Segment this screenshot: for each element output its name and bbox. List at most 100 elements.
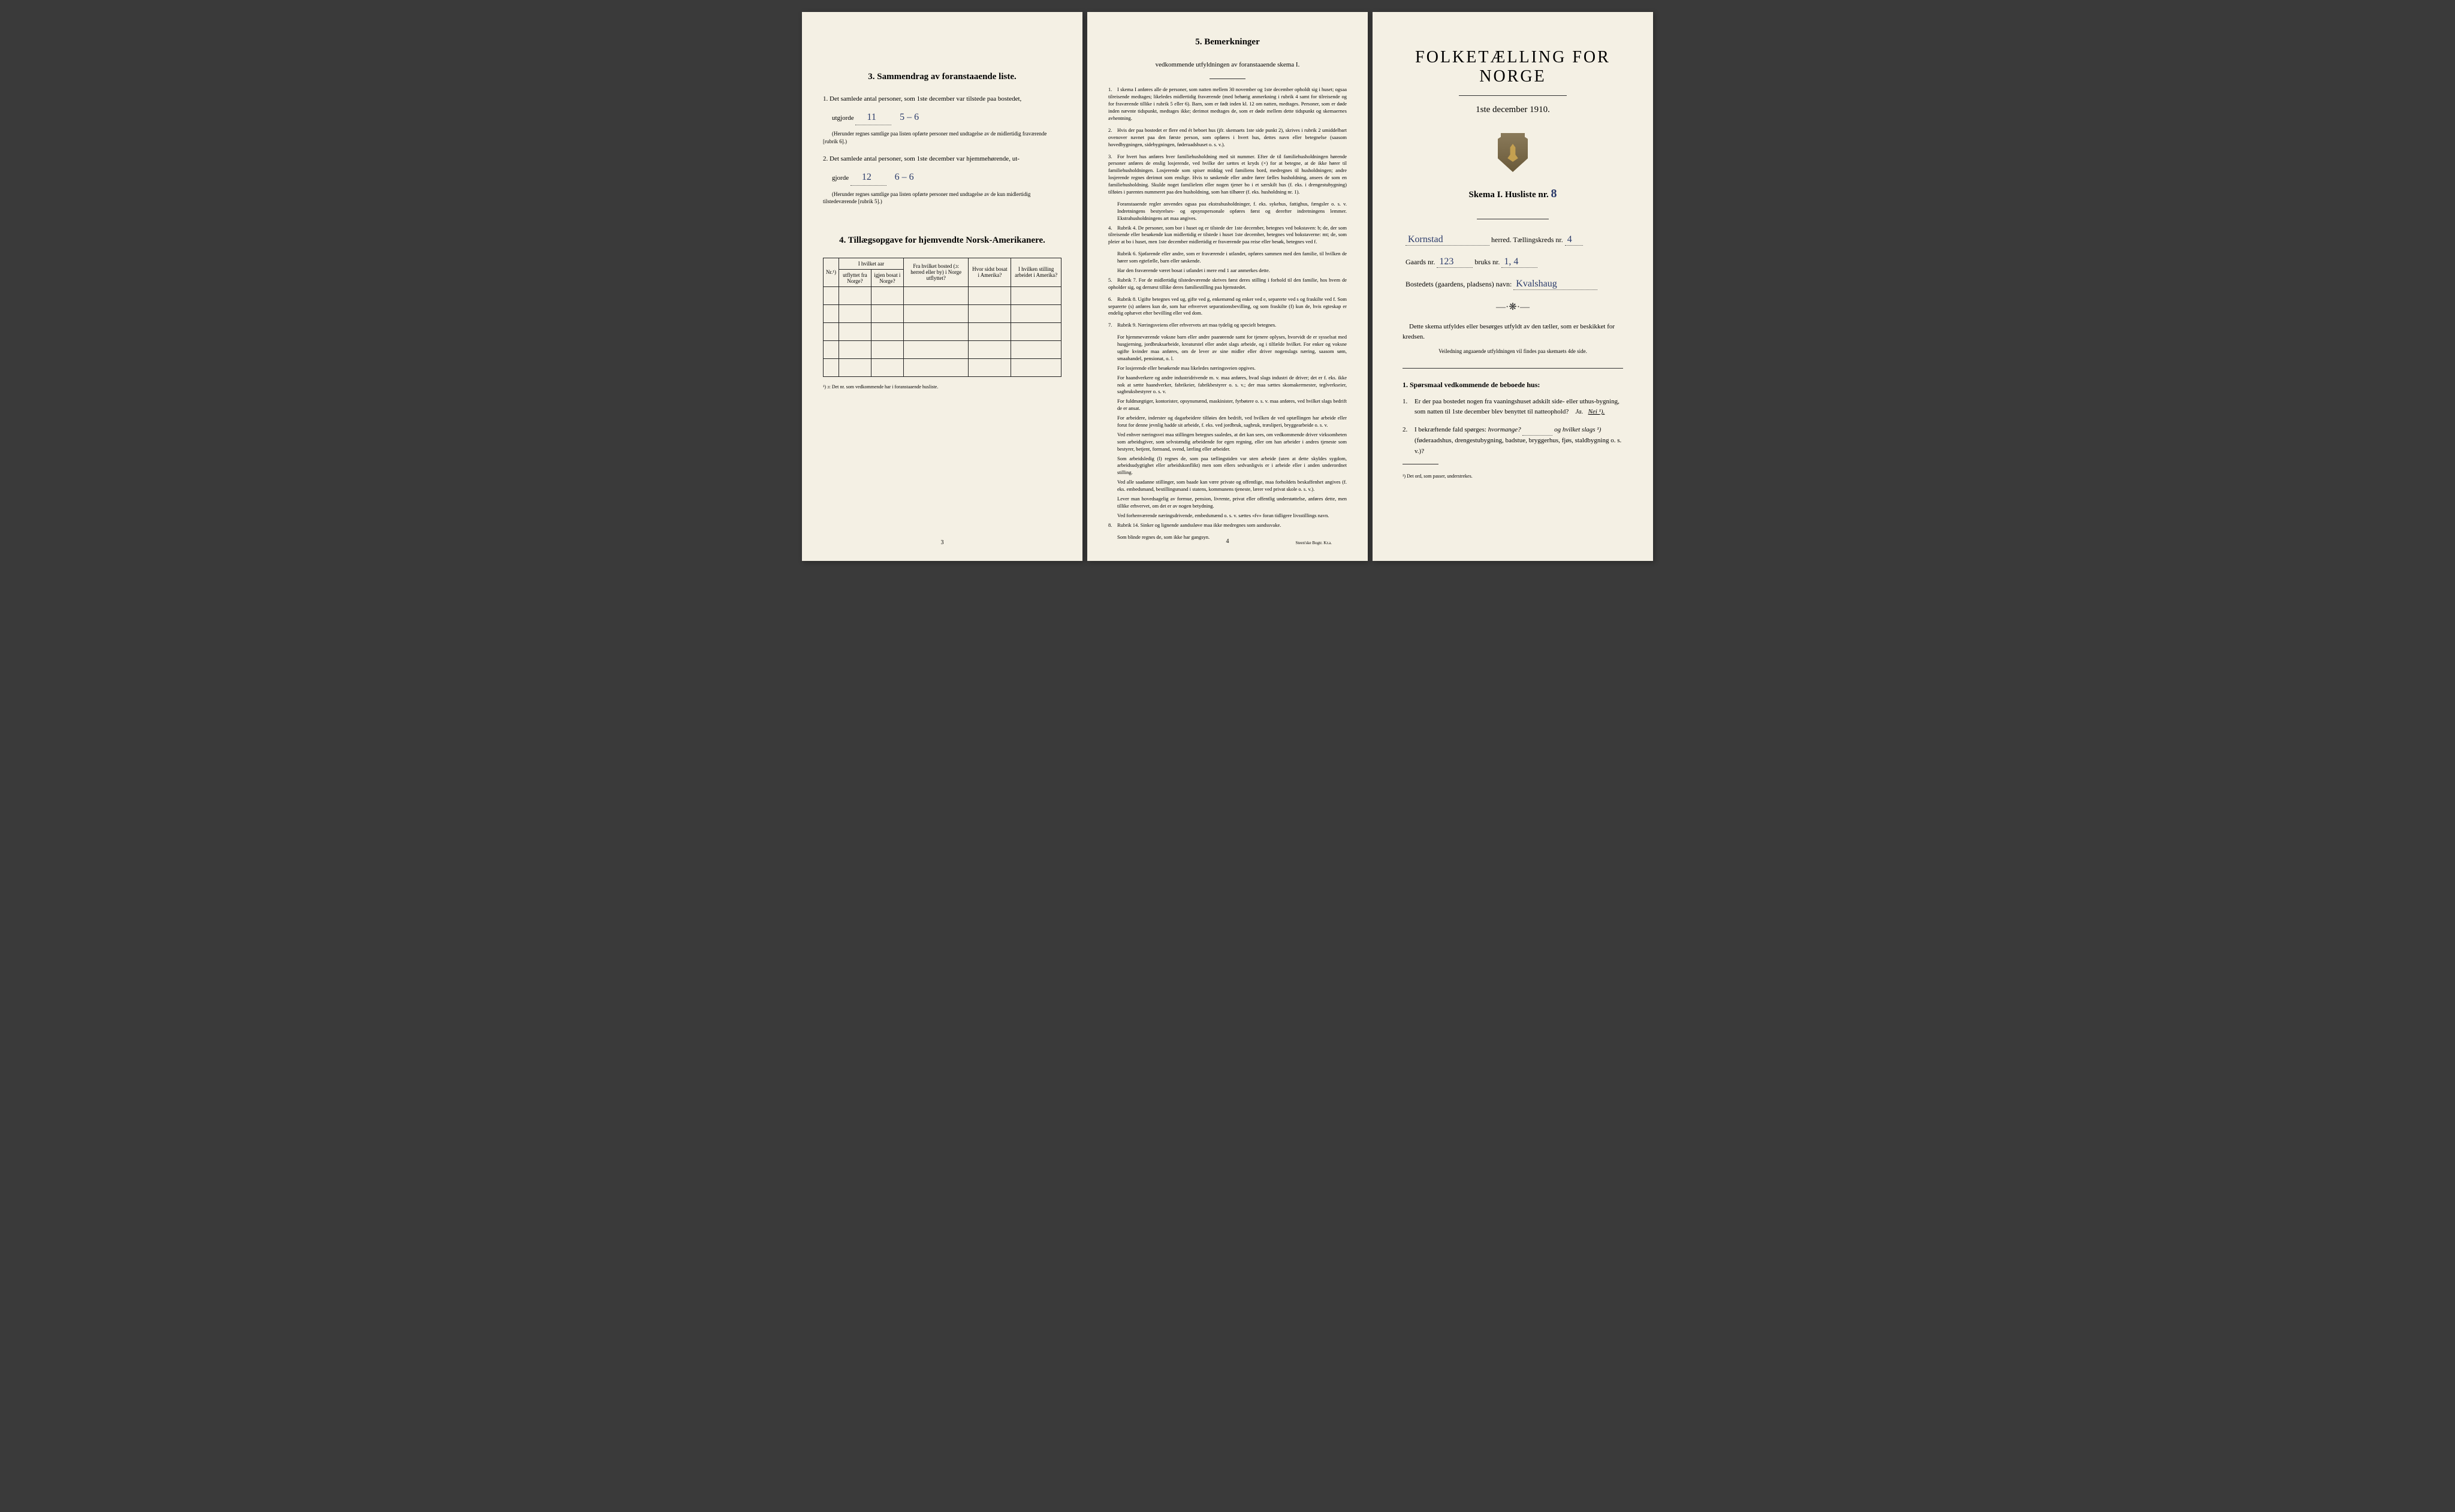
bruks-value: 1, 4 [1501,256,1537,268]
question-1: 1. Er der paa bostedet nogen fra vaaning… [1394,397,1632,418]
remark-2-text: Hvis der paa bostedet er flere end ét be… [1108,127,1347,147]
flourish-icon: ―·❋·― [1394,301,1632,313]
remarks-subtitle: vedkommende utfyldningen av foranstaaend… [1108,61,1347,70]
coat-of-arms-icon [1498,133,1528,172]
q2-blank [1522,425,1552,436]
skema-label: Skema I. Husliste nr. [1469,190,1549,200]
instruction-1-text: Dette skema utfyldes eller besørges utfy… [1403,323,1615,340]
page-number-3: 3 [941,539,944,546]
remark-5: 5.Rubrik 7. For de midlertidig tilstedev… [1108,277,1347,291]
emigrant-table: Nr.¹) I hvilket aar Fra hvilket bosted (… [823,258,1061,377]
table-row [824,322,1061,340]
census-date: 1ste december 1910. [1394,105,1632,115]
th-returned: igjen bosat i Norge? [871,269,903,286]
section-divider [1403,368,1623,369]
q1-ja: Ja. [1575,408,1583,415]
remark-3b: Foranstaaende regler anvendes ogsaa paa … [1117,201,1347,222]
item2-note: (Herunder regnes samtlige paa listen opf… [823,191,1061,206]
page-left: 3. Sammendrag av foranstaaende liste. 1.… [802,12,1082,561]
q2-text-a: I bekræftende fald spørges: [1415,426,1486,433]
remark-7f: For arbeidere, inderster og dagarbeidere… [1117,415,1347,429]
remark-7i: Ved alle saadanne stillinger, som baade … [1117,479,1347,493]
page-middle: 5. Bemerkninger vedkommende utfyldningen… [1087,12,1368,561]
remark-6: 6.Rubrik 8. Ugifte betegnes ved ug, gift… [1108,296,1347,318]
q2-text-b: hvormange? [1488,426,1521,433]
remark-1: 1.I skema I anføres alle de personer, so… [1108,86,1347,122]
q1-nei: Nei ¹). [1588,408,1605,415]
item2-value2: 6 – 6 [895,172,914,182]
remark-8: 8.Rubrik 14. Sinker og lignende aandsslø… [1108,522,1347,529]
th-nr: Nr.¹) [824,258,839,286]
item2-text: Det samlede antal personer, som 1ste dec… [830,155,1020,162]
remark-1-text: I skema I anføres alle de personer, som … [1108,86,1347,121]
document-container: 3. Sammendrag av foranstaaende liste. 1.… [802,12,1653,561]
item1: 1. Det samlede antal personer, som 1ste … [823,94,1061,105]
table-row [824,340,1061,358]
remark-6-text: Rubrik 8. Ugifte betegnes ved ug, gifte … [1108,296,1347,316]
skema-line: Skema I. Husliste nr. 8 [1394,187,1632,201]
kreds-value: 4 [1565,234,1583,246]
bosted-value: Kvalshaug [1513,279,1597,290]
herred-line: Kornstad herred. Tællingskreds nr. 4 [1394,234,1632,246]
remarks-title: 5. Bemerkninger [1108,36,1347,49]
table-row [824,286,1061,304]
item2-value1: 12 [850,170,886,186]
table-footnote: ¹) ɔ: Det nr. som vedkommende har i fora… [823,384,1061,390]
item1-text: Det samlede antal personer, som 1ste dec… [830,95,1021,102]
th-location: Fra hvilket bosted (ɔ: herred eller by) … [903,258,969,286]
footnote-p3: ¹) Det ord, som passer, understrekes. [1394,473,1632,479]
title-underline [1459,95,1567,96]
remark-4a-text: Rubrik 4. De personer, som bor i huset o… [1108,225,1347,245]
item1-value2: 5 – 6 [900,112,919,122]
remark-8a-text: Rubrik 14. Sinker og lignende aandssløve… [1117,522,1281,528]
remark-7a-text: Rubrik 9. Næringsveiens eller erhvervets… [1117,322,1276,328]
table-row [824,304,1061,322]
instruction-2: Veiledning angaaende utfyldningen vil fi… [1394,348,1632,356]
remark-7j: Lever man hovedsagelig av formue, pensio… [1117,496,1347,510]
remark-3: 3.For hvert hus anføres hver familiehush… [1108,153,1347,196]
page-number-4: 4 [1226,538,1229,546]
question-2: 2. I bekræftende fald spørges: hvormange… [1394,425,1632,457]
remark-7e: For fuldmægtiger, kontorister, opsynsmæn… [1117,398,1347,412]
item2: 2. Det samlede antal personer, som 1ste … [823,154,1061,165]
page-right: FOLKETÆLLING FOR NORGE 1ste december 191… [1373,12,1653,561]
remark-4: 4.Rubrik 4. De personer, som bor i huset… [1108,225,1347,246]
remark-4c: Har den fraværende været bosat i utlande… [1117,267,1347,274]
q2-num: 2. [1403,425,1407,436]
remark-7g: Ved enhver næringsvei maa stillingen bet… [1117,431,1347,453]
section3-title: 3. Sammendrag av foranstaaende liste. [823,72,1061,82]
remark-5-text: Rubrik 7. For de midlertidig tilstedevær… [1108,277,1347,290]
skema-value: 8 [1551,187,1557,200]
remark-4b: Rubrik 6. Sjøfarende eller andre, som er… [1117,251,1347,265]
remark-7: 7.Rubrik 9. Næringsveiens eller erhverve… [1108,322,1347,329]
item1-value1: 11 [855,110,891,126]
herred-value: Kornstad [1406,234,1489,246]
item1-prefix: 1. [823,95,828,102]
item1-fill-label: utgjorde [832,114,854,122]
remark-7k: Ved forhenværende næringsdrivende, embed… [1117,512,1347,520]
instruction-1: Dette skema utfyldes eller besørges utfy… [1394,322,1632,342]
bosted-label: Bostedets (gaardens, pladsens) navn: [1406,280,1512,288]
q2-text-d: (føderaadshus, drengestubygning, badstue… [1415,437,1621,455]
remark-7c: For losjerende eller besøkende maa likel… [1117,365,1347,372]
q2-text-c: og hvilket slags ¹) [1554,426,1601,433]
th-position: I hvilken stilling arbeidet i Amerika? [1011,258,1061,286]
section4-title: 4. Tillægsopgave for hjemvendte Norsk-Am… [823,236,1061,246]
bruks-label: bruks nr. [1474,258,1500,266]
gaard-value: 123 [1437,256,1473,268]
remark-2: 2.Hvis der paa bostedet er flere end ét … [1108,127,1347,149]
q1-num: 1. [1403,397,1407,408]
census-main-title: FOLKETÆLLING FOR NORGE [1394,48,1632,86]
gaard-label: Gaards nr. [1406,258,1435,266]
remark-7d: For haandverkere og andre industridriven… [1117,375,1347,396]
th-america: Hvor sidst bosat i Amerika? [969,258,1011,286]
item2-fill: gjorde 12 6 – 6 [823,170,1061,186]
remark-8b: Som blinde regnes de, som ikke har gangs… [1117,534,1347,541]
remark-3a-text: For hvert hus anføres hver familiehushol… [1108,153,1347,195]
item1-fill: utgjorde 11 5 – 6 [823,110,1061,126]
th-emigrated: utflyttet fra Norge? [839,269,871,286]
bosted-line: Bostedets (gaardens, pladsens) navn: Kva… [1394,279,1632,290]
remark-7h: Som arbeidsledig (l) regnes de, som paa … [1117,455,1347,477]
item2-fill-label: gjorde [832,174,849,182]
item2-prefix: 2. [823,155,828,162]
